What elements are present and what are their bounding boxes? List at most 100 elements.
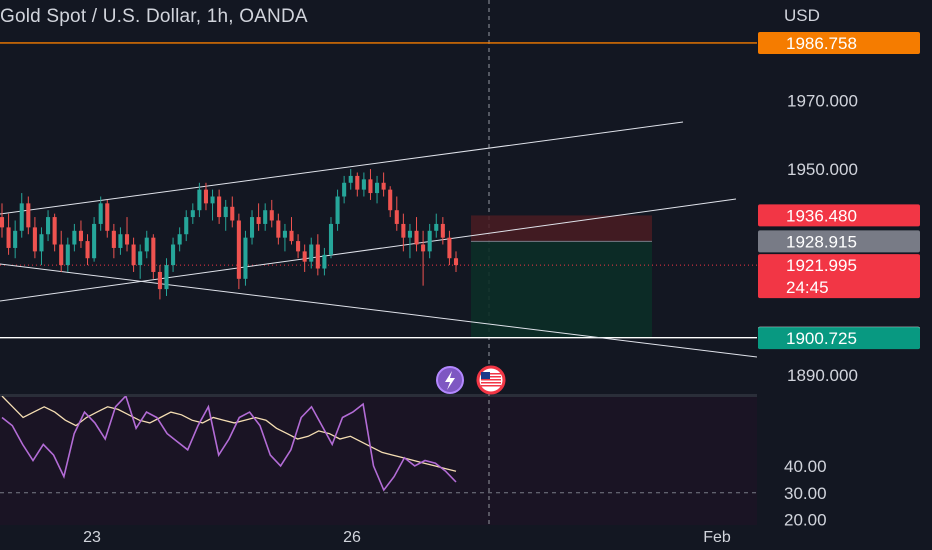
candle <box>401 223 406 238</box>
take-profit-zone <box>471 241 652 339</box>
us-flag-event-icon <box>476 365 506 395</box>
price-tag-label: 1986.758 <box>786 34 857 53</box>
price-tick-label: 1970.000 <box>787 91 858 110</box>
price-tick-label: 1890.000 <box>787 366 858 385</box>
candle <box>348 175 353 183</box>
candle <box>296 241 301 252</box>
trend-line-2 <box>0 263 758 358</box>
candle <box>447 237 452 259</box>
candle <box>355 175 360 190</box>
candle <box>111 230 116 248</box>
candle <box>138 251 143 266</box>
chart-title: Gold Spot / U.S. Dollar, 1h, OANDA <box>0 6 308 27</box>
rsi-line <box>1 396 457 492</box>
time-axis[interactable]: 23 26 Feb <box>0 525 757 550</box>
candle <box>440 223 445 238</box>
candle <box>453 258 459 266</box>
price-tag <box>758 230 920 253</box>
candle <box>151 237 156 272</box>
price-axis[interactable]: USD1970.0001950.0001920.6161890.0001986.… <box>757 0 932 550</box>
candle <box>190 210 195 218</box>
candle <box>217 196 222 218</box>
candle <box>118 234 123 248</box>
candle <box>381 182 386 190</box>
candle <box>13 230 18 248</box>
candle <box>335 196 340 224</box>
position-zones <box>471 215 652 339</box>
candle <box>197 189 202 211</box>
flash-event-icon <box>436 366 464 394</box>
price-tag-countdown: 24:45 <box>786 278 829 297</box>
candle <box>124 234 130 245</box>
candle <box>144 237 149 252</box>
rsi-tick-label: 20.00 <box>784 511 827 530</box>
price-tag <box>758 254 920 299</box>
price-tag <box>758 204 920 227</box>
candle <box>223 206 228 218</box>
candle <box>6 227 11 248</box>
candle <box>46 217 51 235</box>
price-tag-label: 1921.995 <box>786 256 857 275</box>
price-tag <box>758 31 920 54</box>
stop-loss-zone <box>471 215 652 242</box>
candle <box>131 244 136 266</box>
candle <box>59 244 64 266</box>
candle <box>249 217 255 238</box>
candle <box>72 230 77 245</box>
candle <box>0 217 5 228</box>
candle <box>98 203 103 224</box>
rsi-tick-label: 40.00 <box>784 457 827 476</box>
candle <box>236 220 241 279</box>
candle <box>203 189 209 204</box>
candle <box>407 230 412 238</box>
rsi-background <box>0 397 757 525</box>
candle <box>65 244 70 266</box>
candle <box>78 230 83 242</box>
candle <box>427 230 432 252</box>
time-tick-label: Feb <box>703 529 731 546</box>
candle <box>19 203 24 231</box>
candle <box>269 210 274 221</box>
candle <box>302 251 307 262</box>
currency-label: USD <box>784 6 820 25</box>
candle <box>157 271 162 290</box>
candle <box>434 223 439 231</box>
candle <box>85 241 90 259</box>
candle <box>39 234 44 252</box>
candle <box>210 196 215 204</box>
candle <box>243 237 248 279</box>
candle <box>368 179 373 194</box>
candles <box>0 169 459 300</box>
candle <box>171 244 176 266</box>
candle <box>177 234 182 245</box>
candle <box>105 203 110 231</box>
candle <box>342 182 347 197</box>
candle <box>26 203 31 228</box>
candle <box>361 179 366 190</box>
rsi-pane <box>0 396 757 494</box>
candle <box>309 244 314 262</box>
candle <box>52 217 57 245</box>
price-tag <box>758 327 920 350</box>
candle <box>282 230 287 238</box>
candle <box>92 223 97 259</box>
candle <box>184 217 189 235</box>
candle <box>256 217 261 224</box>
rsi-tick-label: 30.00 <box>784 484 827 503</box>
candle <box>276 220 281 238</box>
trend-line-0 <box>0 121 684 215</box>
grid <box>0 0 757 550</box>
rsi-ma-line <box>1 396 457 472</box>
candle <box>32 227 37 252</box>
candle <box>414 230 419 245</box>
candle <box>230 206 235 221</box>
candle <box>328 223 334 255</box>
price-tag-label: 1936.480 <box>786 206 857 225</box>
event-icons[interactable] <box>436 365 506 395</box>
time-tick-label: 23 <box>83 529 101 546</box>
price-tag-label: 1900.725 <box>786 329 857 348</box>
trend-line-1 <box>0 198 737 302</box>
candle <box>289 230 294 242</box>
price-tag-label: 1928.915 <box>786 232 857 251</box>
